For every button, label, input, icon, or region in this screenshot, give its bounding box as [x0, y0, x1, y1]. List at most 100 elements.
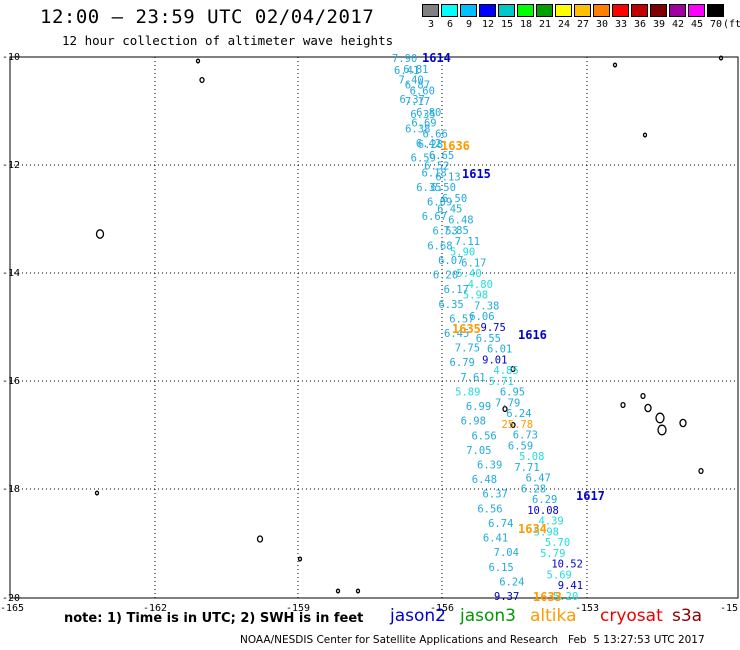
scale-swatch	[612, 4, 629, 17]
island-outline	[195, 58, 201, 64]
wave-height-label: 6.29	[532, 494, 557, 506]
wave-height-label: 9.01	[482, 354, 507, 366]
lon-tick-label: -153	[575, 603, 599, 614]
pass-label: 1636	[441, 139, 470, 153]
scale-swatch	[669, 4, 686, 17]
wave-height-label: 7.17	[405, 96, 430, 108]
scale-label: 3	[427, 19, 435, 30]
wave-height-label: 5.08	[519, 451, 544, 463]
wave-height-label: 6.67	[422, 211, 447, 223]
lat-tick-label: -20	[2, 593, 20, 604]
wave-height-label: 6.81	[403, 64, 428, 76]
wave-height-label: 6.48	[472, 474, 497, 486]
satellite-name-cryosat: cryosat	[600, 606, 663, 626]
scale-label: 18	[519, 19, 533, 30]
scale-swatch	[650, 4, 667, 17]
scale-label: 70	[709, 19, 723, 30]
credit-line: NOAA/NESDIS Center for Satellite Applica…	[240, 634, 705, 646]
wave-height-label: 4.80	[468, 279, 493, 291]
wave-height-label: 25.78	[501, 419, 533, 431]
wave-height-label: 6.28	[418, 139, 443, 151]
scale-swatch	[707, 4, 724, 17]
wave-height-label: 7.05	[466, 445, 491, 457]
island-outline	[510, 365, 516, 373]
scale-label: 33	[614, 19, 628, 30]
wave-height-label: 6.37	[400, 94, 425, 106]
scale-swatch	[498, 4, 515, 17]
wave-height-label: 6.47	[526, 473, 551, 485]
scale-label: 42	[671, 19, 685, 30]
lat-tick-label: -12	[2, 160, 20, 171]
island-outline	[256, 535, 264, 543]
scale-label: 9	[465, 19, 473, 30]
scale-swatch	[441, 4, 458, 17]
wave-height-label: 6.35	[416, 182, 441, 194]
wave-height-label: 10.52	[551, 559, 583, 571]
wave-height-label: 6.45	[444, 328, 469, 340]
island-outline	[510, 421, 516, 429]
wave-height-label: 5.90	[450, 247, 475, 259]
wave-height-label: 4.85	[493, 365, 518, 377]
wave-height-label: 6.45	[437, 204, 462, 216]
wave-height-label: 6.53	[433, 226, 458, 238]
scale-swatch	[460, 4, 477, 17]
wave-height-label: 6.07	[438, 255, 463, 267]
scale-label: 12	[481, 19, 495, 30]
wave-height-label: 6.24	[499, 576, 524, 588]
footer-note: note: 1) Time is in UTC; 2) SWH is in fe…	[64, 611, 364, 626]
scale-label: 24	[557, 19, 571, 30]
island-outline	[355, 588, 361, 594]
scale-label: 6	[446, 19, 454, 30]
scale-label: 27	[576, 19, 590, 30]
wave-height-label: 6.56	[477, 503, 502, 515]
wave-height-label: 5.70	[545, 537, 570, 549]
wave-height-label: 6.98	[461, 416, 486, 428]
wave-height-label: 6.50	[442, 193, 467, 205]
wave-height-label: 6.15	[488, 562, 513, 574]
wave-height-label: 6.56	[471, 430, 496, 442]
scale-swatch	[536, 4, 553, 17]
wave-height-label: 6.65	[429, 150, 454, 162]
wave-height-label: 7.85	[444, 225, 469, 237]
pass-label: 1633	[533, 590, 562, 604]
wave-height-label: 9.75	[481, 322, 506, 334]
satellite-name-jason3: jason3	[460, 606, 516, 626]
wave-height-label: 6.18	[421, 167, 446, 179]
lon-tick-label: -165	[0, 603, 24, 614]
wave-height-label: 6.35	[438, 299, 463, 311]
wave-height-label: 6.87	[405, 80, 430, 92]
wave-height-label: 6.68	[427, 240, 452, 252]
satellite-name-s3a: s3a	[672, 606, 703, 626]
island-outline	[612, 62, 618, 68]
island-outline	[657, 424, 667, 436]
lon-tick-label: -15	[720, 603, 738, 614]
scale-swatch	[517, 4, 534, 17]
wave-height-label: 6.50	[431, 182, 456, 194]
wave-height-label: 7.79	[495, 397, 520, 409]
wave-height-label: 6.95	[500, 387, 525, 399]
island-outline	[95, 229, 105, 239]
pass-label: 1615	[462, 167, 491, 181]
wave-height-label: 9.37	[494, 591, 519, 603]
scale-label: 15	[500, 19, 514, 30]
wave-height-label: 6.73	[513, 430, 538, 442]
wave-height-label: 6.55	[476, 333, 501, 345]
wave-height-label: 6.60	[410, 85, 435, 97]
wave-height-label: 5.20	[553, 591, 578, 603]
scale-label: 36	[633, 19, 647, 30]
wave-height-label: 6.41	[394, 65, 419, 77]
scale-label: 30	[595, 19, 609, 30]
scale-swatch	[574, 4, 591, 17]
wave-height-label: 6.01	[487, 344, 512, 356]
pass-label: 1617	[576, 489, 605, 503]
scale-label: 39	[652, 19, 666, 30]
island-outline	[640, 392, 646, 400]
pass-label: 1614	[422, 51, 451, 65]
scale-swatch	[422, 4, 439, 17]
island-outline	[642, 132, 648, 138]
lon-tick-label: -162	[143, 603, 167, 614]
lat-tick-label: -10	[2, 52, 20, 63]
island-outline	[199, 76, 205, 84]
lat-tick-label: -16	[2, 376, 20, 387]
